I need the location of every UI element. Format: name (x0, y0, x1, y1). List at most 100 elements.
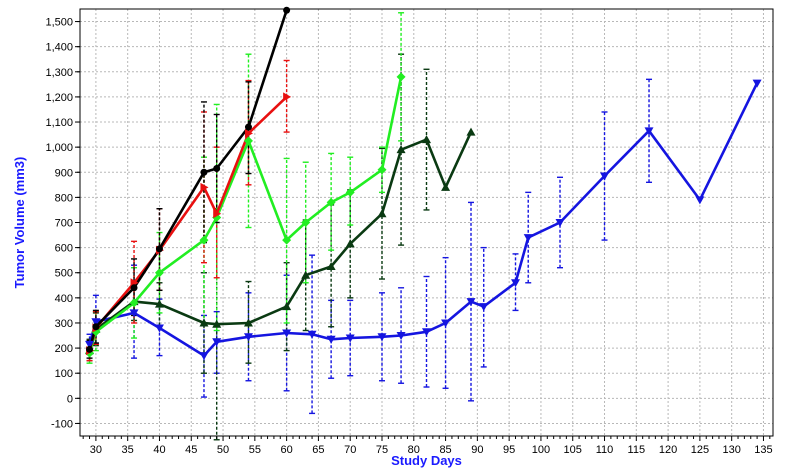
y-tick-label: 100 (55, 368, 73, 380)
data-point (200, 168, 208, 176)
data-point (600, 172, 610, 181)
data-point (326, 197, 336, 207)
data-point (396, 145, 406, 154)
data-point (345, 334, 355, 343)
series-line (88, 131, 473, 351)
data-point (301, 270, 311, 279)
x-tick-label: 120 (659, 444, 677, 456)
data-point (154, 324, 164, 333)
data-point (511, 279, 521, 288)
series-line (88, 82, 759, 357)
x-tick-label: 60 (281, 444, 293, 456)
data-point (396, 332, 406, 341)
data-point (377, 333, 387, 342)
y-tick-label: 1,000 (45, 142, 73, 154)
y-tick-label: 0 (67, 393, 73, 405)
y-tick-label: 800 (55, 192, 73, 204)
data-point (523, 234, 533, 243)
x-tick-label: 45 (185, 444, 197, 456)
data-point (466, 127, 476, 136)
y-tick-label: 1,300 (45, 67, 73, 79)
x-tick-label: 75 (376, 444, 388, 456)
data-point (92, 323, 100, 331)
x-tick-label: 130 (722, 444, 740, 456)
data-point (307, 330, 317, 339)
data-point (199, 235, 209, 245)
data-point (213, 164, 221, 172)
data-point (155, 245, 163, 253)
data-point (377, 165, 387, 175)
data-point (283, 6, 291, 14)
data-point (752, 79, 762, 88)
data-point (243, 333, 253, 342)
x-tick-label: 125 (691, 444, 709, 456)
y-tick-label: 400 (55, 293, 73, 305)
y-tick-label: 1,100 (45, 117, 73, 129)
data-point (213, 209, 222, 219)
data-point (243, 318, 253, 327)
x-tick-label: 95 (503, 444, 515, 456)
x-tick-label: 65 (312, 444, 324, 456)
x-tick-label: 30 (90, 444, 102, 456)
y-tick-label: 500 (55, 268, 73, 280)
data-point (466, 298, 476, 307)
series-markers (85, 6, 762, 361)
data-point (212, 338, 222, 347)
x-tick-label: 110 (596, 444, 614, 456)
data-point (326, 335, 336, 344)
data-point (555, 219, 565, 227)
data-point (154, 268, 164, 278)
data-point (644, 127, 654, 136)
data-point (154, 299, 164, 308)
data-point (129, 309, 139, 318)
series-line (88, 9, 288, 350)
x-tick-label: 80 (408, 444, 420, 456)
data-point (282, 302, 292, 311)
x-tick-label: 55 (249, 444, 261, 456)
y-tick-label: 600 (55, 243, 73, 255)
data-point (199, 352, 209, 361)
y-tick-label: 200 (55, 343, 73, 355)
data-point (377, 209, 387, 218)
data-point (479, 303, 489, 312)
data-point (345, 239, 355, 248)
data-point (129, 298, 139, 308)
data-point (199, 318, 209, 327)
x-axis-ticks: 30 35 40 45 50 55 60 65 70 75 80 85 90 95 100 105 110 115… (82, 436, 773, 456)
x-tick-label: 85 (439, 444, 451, 456)
x-tick-label: 40 (153, 444, 165, 456)
data-point (200, 182, 209, 192)
y-axis-ticks: -100 0 100 200 300 400 500 600 700 800 900 1,000 1,1… (45, 17, 80, 430)
y-tick-label: 1,400 (45, 42, 73, 54)
y-tick-label: 1,500 (45, 17, 73, 29)
data-point (85, 340, 95, 349)
data-point (345, 187, 355, 197)
data-point (212, 319, 222, 328)
data-point (441, 182, 451, 191)
data-point (244, 123, 252, 131)
data-point (243, 136, 253, 146)
y-tick-label: 1,200 (45, 92, 73, 104)
x-tick-label: 50 (217, 444, 229, 456)
data-point (244, 128, 253, 138)
data-point (301, 218, 311, 227)
y-tick-label: 700 (55, 218, 73, 230)
y-axis-title: Tumor Volume (mm3) (12, 157, 27, 289)
data-point (91, 318, 101, 327)
data-point (422, 328, 431, 337)
data-point (282, 329, 292, 338)
x-axis-title: Study Days (391, 453, 462, 468)
data-point (130, 284, 138, 292)
data-point (695, 196, 705, 205)
data-point (441, 319, 451, 328)
x-tick-label: 35 (122, 444, 134, 456)
data-point (326, 261, 336, 270)
data-point (86, 345, 94, 353)
x-tick-label: 90 (471, 444, 483, 456)
y-tick-label: 300 (55, 318, 73, 330)
data-point (282, 235, 292, 245)
x-tick-label: 105 (564, 444, 582, 456)
y-tick-label: -100 (51, 418, 73, 430)
